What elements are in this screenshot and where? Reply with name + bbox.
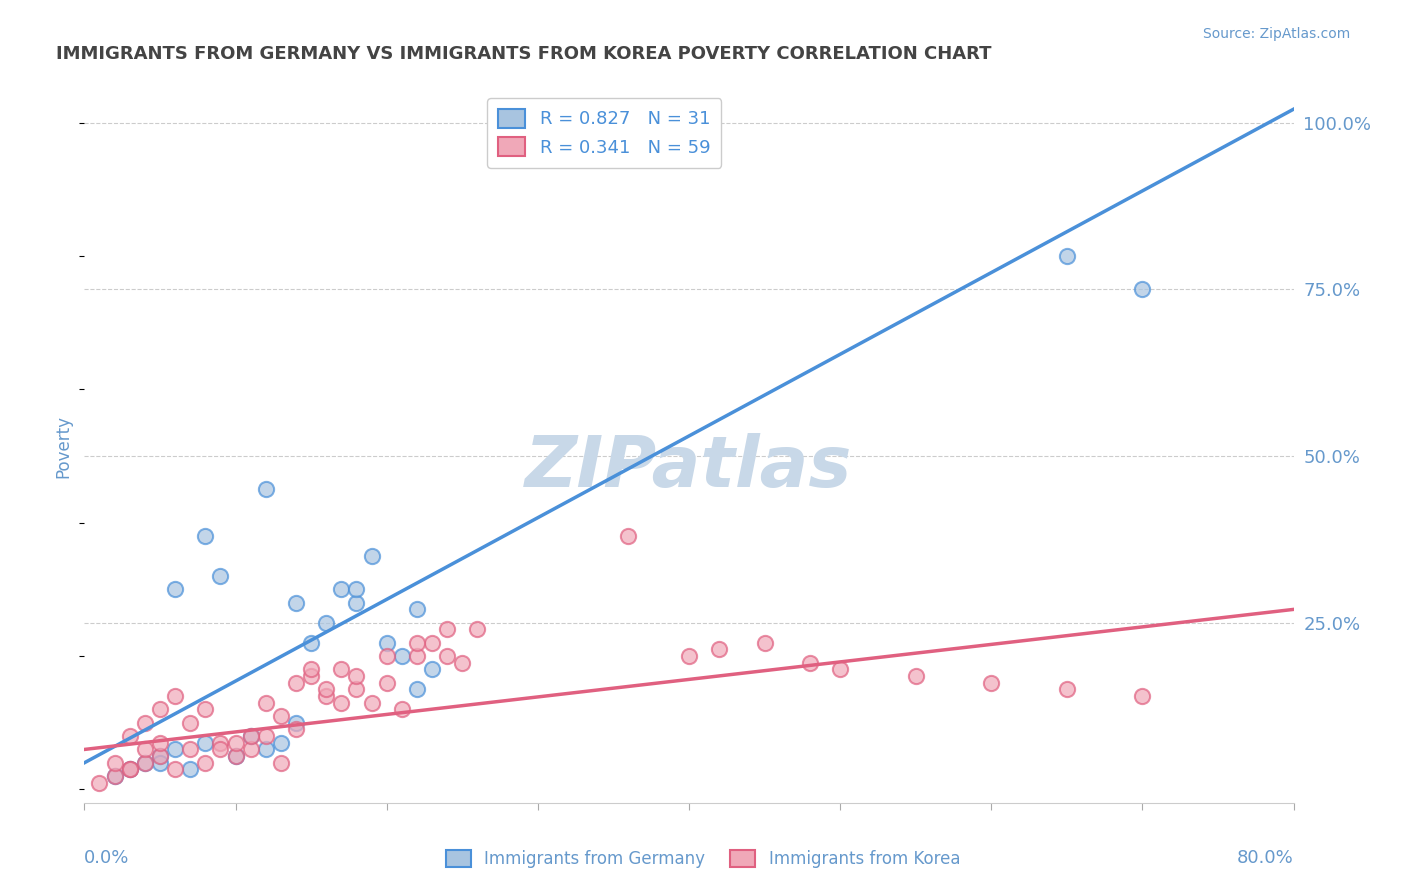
- Point: [134, 756, 156, 770]
- Point: [678, 649, 700, 664]
- Point: [225, 736, 247, 750]
- Point: [118, 729, 141, 743]
- Point: [118, 763, 141, 777]
- Point: [315, 615, 337, 630]
- Point: [346, 669, 368, 683]
- Point: [299, 636, 322, 650]
- Point: [270, 736, 292, 750]
- Point: [617, 529, 640, 543]
- Text: ZIPatlas: ZIPatlas: [526, 433, 852, 502]
- Point: [134, 742, 156, 756]
- Point: [149, 749, 172, 764]
- Point: [451, 656, 474, 670]
- Point: [165, 763, 187, 777]
- Point: [467, 623, 489, 637]
- Point: [1130, 282, 1153, 296]
- Point: [406, 602, 429, 616]
- Point: [194, 756, 217, 770]
- Point: [436, 623, 458, 637]
- Point: [270, 709, 292, 723]
- Point: [391, 649, 413, 664]
- Point: [89, 776, 111, 790]
- Point: [330, 662, 353, 676]
- Point: [375, 636, 398, 650]
- Point: [118, 763, 141, 777]
- Point: [315, 682, 337, 697]
- Point: [134, 756, 156, 770]
- Y-axis label: Poverty: Poverty: [55, 415, 73, 477]
- Point: [165, 582, 187, 597]
- Point: [406, 636, 429, 650]
- Point: [165, 689, 187, 703]
- Legend: Immigrants from Germany, Immigrants from Korea: Immigrants from Germany, Immigrants from…: [439, 843, 967, 875]
- Point: [330, 582, 353, 597]
- Point: [904, 669, 927, 683]
- Point: [375, 675, 398, 690]
- Point: [315, 689, 337, 703]
- Point: [104, 769, 127, 783]
- Point: [360, 696, 382, 710]
- Point: [209, 569, 232, 583]
- Text: IMMIGRANTS FROM GERMANY VS IMMIGRANTS FROM KOREA POVERTY CORRELATION CHART: IMMIGRANTS FROM GERMANY VS IMMIGRANTS FR…: [56, 45, 991, 62]
- Point: [285, 675, 308, 690]
- Point: [179, 715, 201, 730]
- Point: [436, 649, 458, 664]
- Point: [239, 742, 262, 756]
- Point: [179, 742, 201, 756]
- Point: [104, 756, 127, 770]
- Point: [254, 483, 277, 497]
- Point: [1056, 249, 1078, 263]
- Point: [406, 649, 429, 664]
- Point: [330, 696, 353, 710]
- Point: [225, 749, 247, 764]
- Point: [285, 596, 308, 610]
- Point: [285, 715, 308, 730]
- Point: [254, 729, 277, 743]
- Point: [254, 696, 277, 710]
- Point: [209, 736, 232, 750]
- Point: [375, 649, 398, 664]
- Point: [420, 636, 443, 650]
- Point: [346, 682, 368, 697]
- Point: [225, 749, 247, 764]
- Point: [270, 756, 292, 770]
- Point: [239, 729, 262, 743]
- Point: [709, 642, 731, 657]
- Point: [360, 549, 382, 563]
- Point: [346, 582, 368, 597]
- Point: [165, 742, 187, 756]
- Point: [104, 769, 127, 783]
- Point: [194, 736, 217, 750]
- Point: [254, 742, 277, 756]
- Point: [980, 675, 1002, 690]
- Text: 0.0%: 0.0%: [84, 849, 129, 867]
- Point: [391, 702, 413, 716]
- Point: [194, 702, 217, 716]
- Point: [299, 662, 322, 676]
- Point: [1056, 682, 1078, 697]
- Point: [754, 636, 776, 650]
- Point: [830, 662, 852, 676]
- Point: [346, 596, 368, 610]
- Point: [285, 723, 308, 737]
- Point: [420, 662, 443, 676]
- Point: [406, 682, 429, 697]
- Point: [149, 736, 172, 750]
- Point: [149, 702, 172, 716]
- Point: [179, 763, 201, 777]
- Point: [149, 756, 172, 770]
- Legend: R = 0.827   N = 31, R = 0.341   N = 59: R = 0.827 N = 31, R = 0.341 N = 59: [488, 98, 721, 168]
- Point: [1130, 689, 1153, 703]
- Text: Source: ZipAtlas.com: Source: ZipAtlas.com: [1202, 27, 1350, 41]
- Point: [118, 763, 141, 777]
- Point: [149, 749, 172, 764]
- Point: [134, 715, 156, 730]
- Point: [299, 669, 322, 683]
- Text: 80.0%: 80.0%: [1237, 849, 1294, 867]
- Point: [799, 656, 821, 670]
- Point: [194, 529, 217, 543]
- Point: [239, 729, 262, 743]
- Point: [209, 742, 232, 756]
